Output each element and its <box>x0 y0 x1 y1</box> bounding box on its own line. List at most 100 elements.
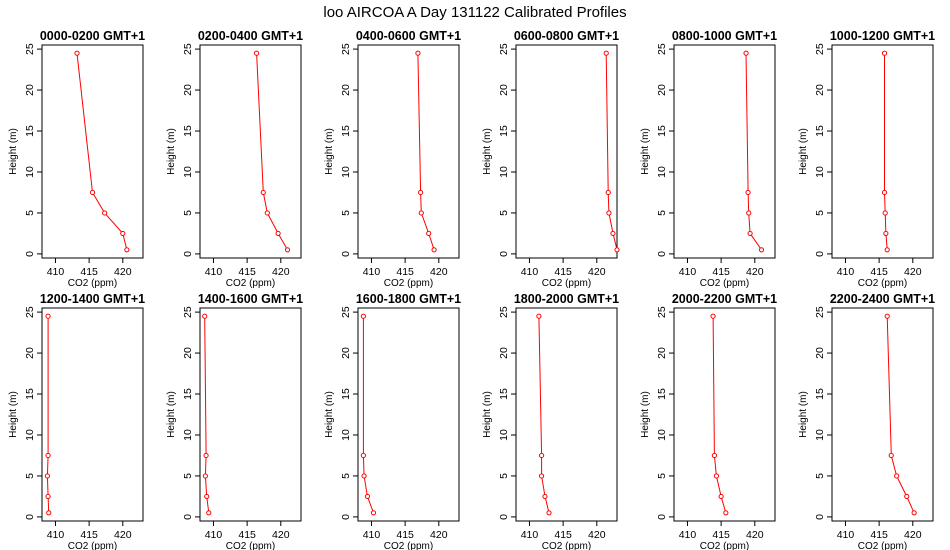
x-axis-label: CO2 (ppm) <box>700 541 749 550</box>
x-tick-label: 410 <box>205 266 223 278</box>
profile-point <box>758 247 765 253</box>
y-tick-label: 5 <box>498 210 510 216</box>
x-tick-label: 415 <box>396 529 414 541</box>
x-tick-label: 415 <box>870 266 888 278</box>
y-tick-label: 0 <box>814 514 826 520</box>
profile-line <box>884 53 888 250</box>
profile-point <box>884 247 890 253</box>
y-tick-label: 20 <box>24 84 36 96</box>
y-tick-label: 0 <box>340 514 352 520</box>
y-tick-label: 10 <box>656 429 668 441</box>
y-axis-label: Height (m) <box>798 128 809 175</box>
x-tick-label: 410 <box>837 266 855 278</box>
y-axis-label: Height (m) <box>166 391 177 438</box>
y-tick-label: 5 <box>656 210 668 216</box>
y-tick-label: 5 <box>498 473 510 479</box>
profile-point <box>45 313 51 319</box>
y-tick-label: 10 <box>656 166 668 178</box>
x-tick-label: 420 <box>746 266 764 278</box>
y-tick-label: 0 <box>24 514 36 520</box>
profile-point <box>360 313 366 319</box>
profile-point <box>264 210 270 216</box>
profile-point <box>45 452 51 459</box>
profile-point <box>614 247 620 253</box>
y-tick-label: 0 <box>340 251 352 257</box>
profile-point <box>120 230 126 237</box>
panel-title: 2000-2200 GMT+1 <box>672 292 777 306</box>
profile-point <box>884 313 890 319</box>
profile-point <box>260 189 266 196</box>
x-axis-label: CO2 (ppm) <box>384 278 433 289</box>
profile-point <box>538 452 545 459</box>
plot-frame <box>673 44 776 259</box>
profile-point <box>44 473 50 479</box>
y-tick-label: 0 <box>182 251 194 257</box>
profile-point <box>431 247 437 253</box>
x-tick-label: 415 <box>80 266 98 278</box>
profile-point <box>610 230 616 237</box>
y-tick-label: 20 <box>814 347 826 359</box>
y-tick-label: 15 <box>182 125 194 137</box>
y-tick-label: 10 <box>498 166 510 178</box>
profile-point <box>418 189 424 196</box>
plot-frame <box>831 307 934 522</box>
x-tick-label: 415 <box>80 529 98 541</box>
y-tick-label: 10 <box>182 429 194 441</box>
x-tick-label: 420 <box>904 266 922 278</box>
profile-point <box>370 510 377 516</box>
profile-point <box>911 510 917 516</box>
x-tick-label: 420 <box>272 266 290 278</box>
profile-point <box>546 510 552 516</box>
profile-line <box>362 316 374 513</box>
x-axis-label: CO2 (ppm) <box>542 278 591 289</box>
profile-point <box>542 493 548 500</box>
profile-point <box>364 493 371 500</box>
profile-point <box>204 493 210 500</box>
y-tick-label: 15 <box>656 125 668 137</box>
x-tick-label: 420 <box>430 529 448 541</box>
panel-title: 1200-1400 GMT+1 <box>40 292 145 306</box>
y-tick-label: 5 <box>24 210 36 216</box>
y-tick-label: 15 <box>24 388 36 400</box>
x-axis-label: CO2 (ppm) <box>68 278 117 289</box>
y-tick-label: 25 <box>656 43 668 55</box>
profile-line <box>204 316 210 513</box>
profile-point <box>45 493 51 500</box>
y-axis-label: Height (m) <box>324 391 335 438</box>
y-tick-label: 25 <box>498 43 510 55</box>
y-tick-label: 25 <box>24 306 36 318</box>
x-tick-label: 410 <box>47 529 65 541</box>
y-axis-label: Height (m) <box>324 128 335 175</box>
panel-title: 0400-0600 GMT+1 <box>356 29 461 43</box>
profile-point <box>894 473 900 479</box>
x-tick-label: 420 <box>114 529 132 541</box>
y-tick-label: 10 <box>814 429 826 441</box>
profile-point <box>46 510 52 516</box>
profile-point <box>723 510 729 516</box>
profile-point <box>89 189 96 196</box>
x-axis-label: CO2 (ppm) <box>700 278 749 289</box>
profile-point <box>203 452 209 459</box>
y-tick-label: 25 <box>814 306 826 318</box>
profile-point <box>881 189 888 196</box>
y-tick-label: 5 <box>656 473 668 479</box>
profile-point <box>202 313 208 319</box>
profile-point <box>275 230 281 237</box>
profile-point <box>606 210 612 216</box>
plot-frame <box>357 307 460 522</box>
y-tick-label: 0 <box>498 514 510 520</box>
y-tick-label: 10 <box>340 166 352 178</box>
y-tick-label: 5 <box>24 473 36 479</box>
x-tick-label: 410 <box>363 266 381 278</box>
profile-point <box>747 230 753 237</box>
x-tick-label: 415 <box>554 266 572 278</box>
y-tick-label: 20 <box>656 347 668 359</box>
profile-point <box>418 210 424 216</box>
plot-frame <box>199 307 302 522</box>
figure-title: loo AIRCOA A Day 131122 Calibrated Profi… <box>323 4 626 21</box>
profile-point <box>415 50 421 56</box>
